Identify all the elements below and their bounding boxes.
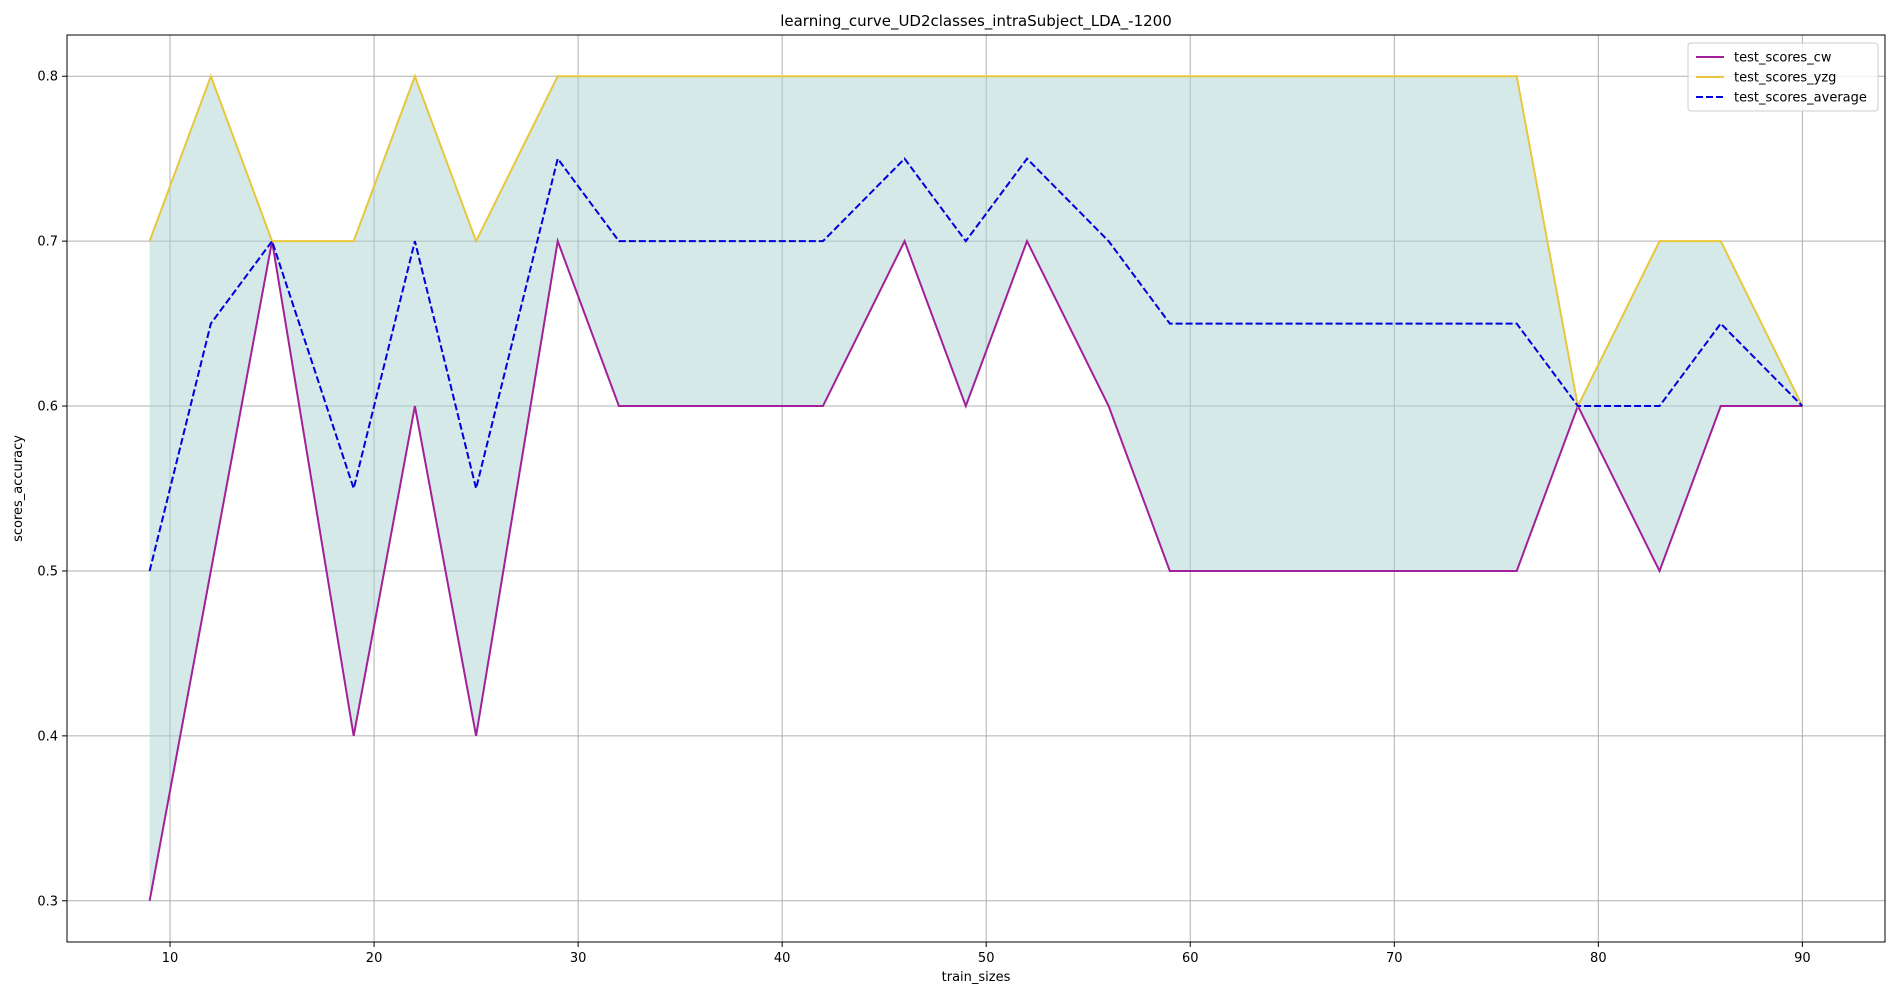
y-tick-label: 0.3: [37, 894, 58, 909]
y-tick-label: 0.8: [37, 70, 58, 85]
chart-title: learning_curve_UD2classes_intraSubject_L…: [780, 12, 1172, 31]
x-tick-label: 10: [162, 951, 179, 966]
x-tick-label: 50: [978, 951, 995, 966]
ticks-layer: 10 20 30 40 50 60 70 80 90 0.3 0.4 0.5 0.6 0.7 0.8: [37, 70, 1810, 966]
y-tick-label: 0.7: [37, 235, 58, 250]
series-line-test-scores-yzg: [148, 73, 1804, 410]
legend-entry-label: test_scores_cw: [1734, 51, 1832, 66]
x-tick-label: 60: [1182, 951, 1199, 966]
x-tick-label: 80: [1590, 951, 1607, 966]
legend-box: [1687, 42, 1879, 112]
x-tick-label: 20: [366, 951, 383, 966]
x-tick-label: 70: [1386, 951, 1403, 966]
legend-entry-label: test_scores_average: [1734, 91, 1867, 106]
series-layer: [148, 73, 1804, 901]
x-tick-label: 40: [774, 951, 791, 966]
series-line-test-scores-average: [148, 156, 1804, 572]
legend: test_scores_cw test_scores_yzg test_scores…: [1687, 42, 1879, 112]
fill-layer: [149, 76, 1803, 901]
x-axis-label: train_sizes: [942, 970, 1011, 985]
y-tick-label: 0.4: [37, 729, 58, 744]
y-axis-label: scores_accuracy: [11, 435, 26, 542]
plot-frame: [66, 34, 1886, 943]
y-tick-label: 0.6: [37, 400, 58, 415]
legend-entry-label: test_scores_yzg: [1734, 71, 1836, 86]
fill-between-area: [149, 76, 1803, 901]
x-tick-label: 30: [570, 951, 587, 966]
series-line-test-scores-cw: [148, 237, 1803, 901]
x-tick-label: 90: [1794, 951, 1811, 966]
y-tick-label: 0.5: [37, 564, 58, 579]
